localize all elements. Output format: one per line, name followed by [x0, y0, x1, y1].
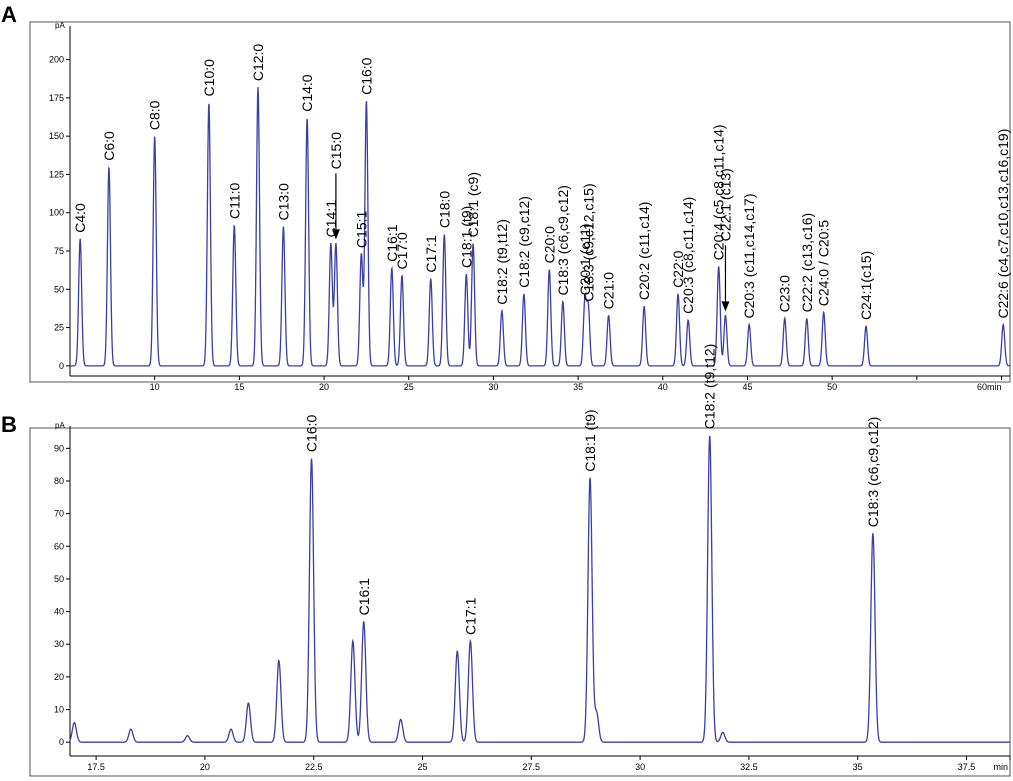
- panel-a-peak-label: C20:2 (c11,c14): [636, 202, 652, 301]
- panel-a-x-tick-label: 40: [658, 382, 668, 392]
- panel-b-y-tick-label: 40: [54, 607, 64, 617]
- panel-a-peak-label: C8:0: [147, 100, 163, 130]
- panel-a-peak-label: C20:4 (c5,c8,c11,c14): [711, 124, 727, 260]
- panel-b-x-tick-label: 37.5: [958, 762, 976, 772]
- panel-a-peak-label: C13:0: [275, 183, 291, 221]
- panel-a-peak-label: C22:2 (c13,c16): [799, 213, 815, 313]
- panel-a-x-tick-label: 20: [319, 382, 329, 392]
- panel-a-x-tick-label: 50: [827, 382, 837, 392]
- panel-b-x-tick-label: 35: [853, 762, 863, 772]
- panel-a-peak-label: C14:1: [323, 200, 339, 238]
- panel-a-peak-label: C18:2 (t9,t12): [494, 219, 510, 305]
- panel-b-peak-label: C18:3 (c6,c9,c12): [865, 417, 881, 528]
- panel-a-peak-label: C24:0 / C20:5: [816, 220, 832, 307]
- panel-a-x-end-tick-label: 60min: [977, 382, 1002, 392]
- panel-b-peak-label: C18:2 (t9,t12): [702, 344, 718, 430]
- panel-a-peak-label: C18:3 (c6,c9,c12): [555, 185, 571, 296]
- panel-a-peak-label: C6:0: [101, 131, 117, 161]
- panel-a-y-tick-label: 175: [49, 93, 64, 103]
- panel-b-peak-label: C18:1 (t9): [582, 409, 598, 471]
- panel-b-y-tick-label: 60: [54, 541, 64, 551]
- panel-a-y-tick-label: 25: [54, 323, 64, 333]
- panel-a-chromatogram: pA 0 25 50 75 100 125 150 175 200 10 15 20 25 30 35 40 45…: [29, 21, 1011, 392]
- panel-a-peak-arrowhead: [331, 229, 340, 240]
- panel-b-x-tick-label: 25: [417, 762, 427, 772]
- panel-a-peak-label: C12:0: [250, 44, 266, 82]
- panel-b-y-tick-label: 70: [54, 509, 64, 519]
- panel-a-peak-label: C20:3 (c11,c14,c17): [741, 193, 757, 318]
- panel-a-y-tick-label: 200: [49, 55, 64, 65]
- panel-a-peak-label: C18:3 (c9,c12,c15): [580, 183, 596, 301]
- panel-b-chromatogram: pA 0 10 20 30 40 50 60 70 80 90 17.5 20 22.5 25 27.5 30 3…: [29, 344, 1011, 777]
- panel-b-trace-line: [69, 435, 1010, 743]
- panel-a-peak-label: C10:0: [201, 59, 217, 97]
- panel-a-y-tick-label: 125: [49, 169, 64, 179]
- panel-a-x-tick-label: 30: [488, 382, 498, 392]
- panel-a-peak-label: C16:0: [358, 57, 374, 95]
- panel-b-x-tick-label: 20: [200, 762, 210, 772]
- panel-b-x-end-tick-label: min: [993, 762, 1008, 772]
- panel-a-x-tick-label: 25: [404, 382, 414, 392]
- panel-b-peak-label: C16:1: [356, 578, 372, 616]
- panel-a-peak-label: C24:1(c15): [858, 251, 874, 320]
- panel-a-peak-label: C17:0: [394, 232, 410, 270]
- panel-a-trace-line: [70, 87, 1010, 367]
- panel-a-peak-label: C22:1 (c13): [717, 168, 733, 241]
- panel-a-peak-arrowhead: [721, 301, 730, 312]
- panel-a-peak-label: C23:0: [777, 275, 793, 313]
- panel-a-y-unit: pA: [55, 21, 65, 30]
- panel-a-peak-label: C11:0: [226, 182, 242, 219]
- panel-b-x-tick-label: 17.5: [87, 762, 105, 772]
- panel-a-x-tick-label: 35: [573, 382, 583, 392]
- panel-letter-b: B: [1, 412, 17, 437]
- panel-a-peak-label: C17:1: [423, 235, 439, 273]
- panel-a-y-tick-label: 0: [59, 361, 64, 371]
- panel-b-y-unit: pA: [55, 421, 65, 430]
- panel-a-y-tick-label: 50: [54, 284, 64, 294]
- panel-a-peak-label: C4:0: [72, 203, 88, 233]
- panel-b-x-tick-label: 27.5: [523, 762, 541, 772]
- panel-a-peak-label: C14:0: [299, 74, 315, 112]
- panel-b-peak-label: C16:0: [304, 415, 320, 453]
- panel-a-peak-label: C18:0: [436, 191, 452, 229]
- panel-a-peak-label: C16:1: [384, 224, 400, 262]
- panel-b-y-tick-label: 10: [54, 705, 64, 715]
- panel-letter-a: A: [1, 2, 17, 27]
- panel-a-peak-label: C18:1 (t9): [458, 206, 474, 268]
- panel-b-y-tick-label: 30: [54, 639, 64, 649]
- panel-a-peak-label: C20:1 (c11): [577, 223, 593, 295]
- panel-a-peak-label: C22:0: [670, 250, 686, 288]
- panel-a-peak-label: C15:0: [328, 132, 344, 170]
- panel-a-frame: [29, 21, 1011, 383]
- panel-b-y-tick-label: 80: [54, 476, 64, 486]
- panel-b-y-tick-label: 0: [59, 737, 64, 747]
- panel-a-y-tick-label: 100: [49, 208, 64, 218]
- panel-b-y-tick-label: 50: [54, 574, 64, 584]
- panel-a-peak-label: C22:6 (c4,c7,c10,c13,c16,c19): [995, 129, 1011, 319]
- panel-b-y-tick-label: 20: [54, 672, 64, 682]
- panel-b-x-tick-label: 32.5: [740, 762, 758, 772]
- panel-a-peak-label: C18:1 (c9): [465, 172, 481, 237]
- panel-a-peak-label: C20:0: [541, 226, 557, 264]
- panel-a-x-tick-label: 45: [742, 382, 752, 392]
- panel-a-x-tick-label: 10: [150, 382, 160, 392]
- panel-b-frame: [29, 427, 1011, 777]
- panel-a-peak-label: C18:2 (c9,c12): [516, 196, 532, 288]
- panel-b-x-tick-label: 22.5: [305, 762, 323, 772]
- panel-b-y-tick-label: 90: [54, 443, 64, 453]
- panel-a-x-tick-label: 15: [234, 382, 244, 392]
- panel-a-peak-label: C15:1: [353, 210, 369, 248]
- panel-a-y-tick-label: 75: [54, 246, 64, 256]
- panel-a-peak-label: C20:3 (c8,c11,c14): [680, 197, 696, 314]
- panel-b-peak-label: C17:1: [462, 597, 478, 635]
- panel-a-y-tick-label: 150: [49, 131, 64, 141]
- panel-a-peak-label: C21:0: [601, 272, 617, 310]
- panel-b-x-tick-label: 30: [635, 762, 645, 772]
